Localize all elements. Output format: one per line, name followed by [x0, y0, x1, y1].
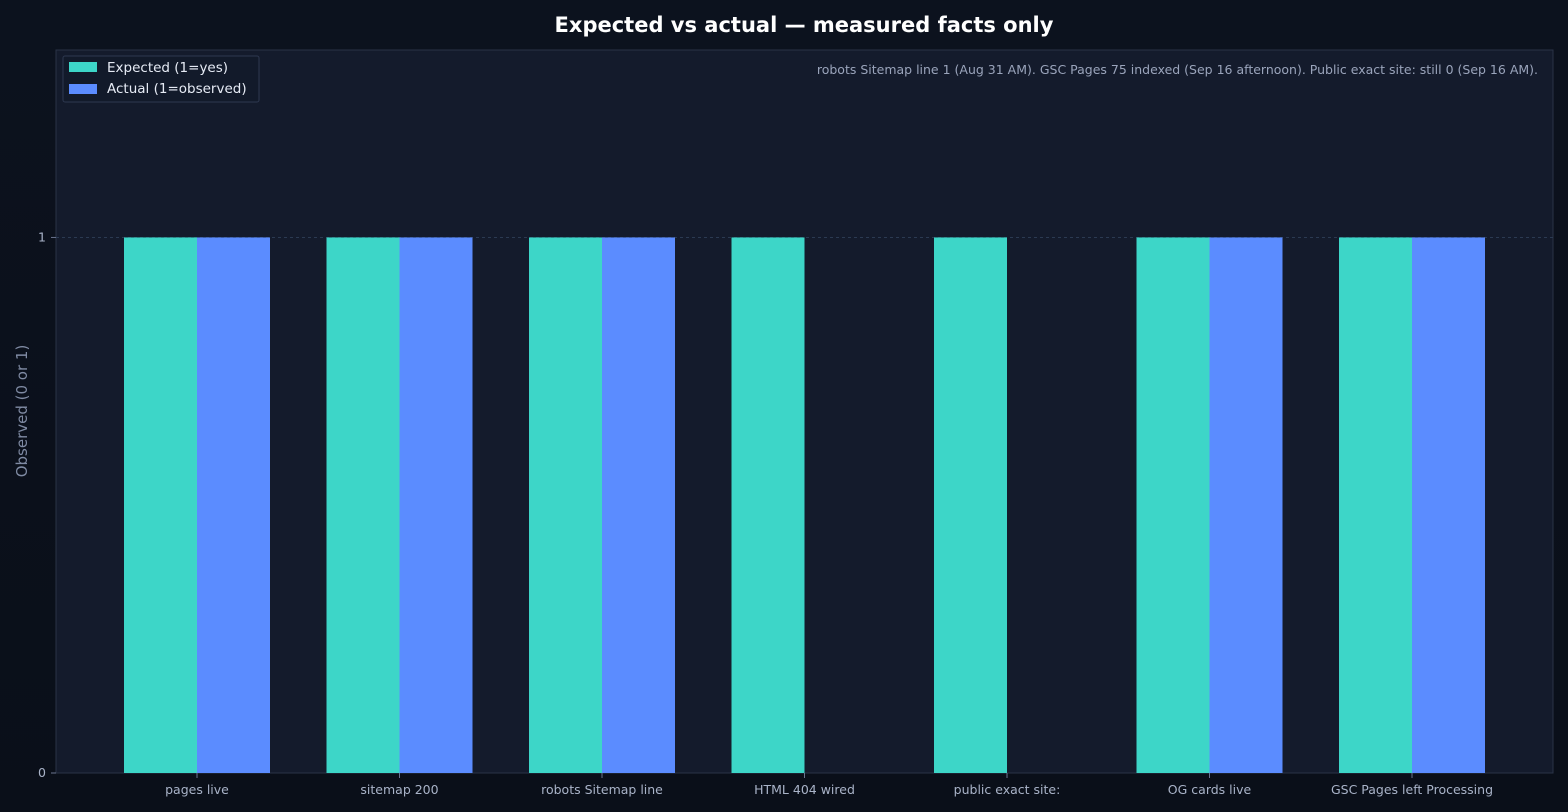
x-tick-label: GSC Pages left Processing	[1331, 782, 1493, 797]
chart-title: Expected vs actual — measured facts only	[555, 13, 1054, 37]
legend-swatch-actual	[69, 84, 97, 94]
bar-expected-5	[1136, 237, 1210, 773]
chart-annotation: robots Sitemap line 1 (Aug 31 AM). GSC P…	[817, 62, 1538, 77]
legend-box	[62, 55, 260, 103]
legend-swatch-expected	[69, 62, 97, 72]
x-tick-label: pages live	[165, 782, 229, 797]
bar-expected-3	[731, 237, 805, 773]
x-tick-label: public exact site:	[954, 782, 1061, 797]
y-axis-label: Observed (0 or 1)	[13, 345, 31, 478]
y-tick-label: 1	[38, 229, 46, 244]
bar-expected-1	[326, 237, 400, 773]
x-tick-label: HTML 404 wired	[754, 782, 855, 797]
y-tick-label: 0	[38, 765, 46, 780]
bar-expected-0	[124, 237, 197, 773]
bar-expected-6	[1339, 237, 1412, 773]
x-tick-label: OG cards live	[1168, 782, 1252, 797]
axis-layer: 0 1 pages live sitemap 200 robots Sitemap li…	[38, 229, 1493, 797]
bar-actual-2	[602, 237, 675, 773]
x-tick-label: robots Sitemap line	[541, 782, 663, 797]
bar-actual-1	[399, 237, 473, 773]
bar-actual-5	[1209, 237, 1283, 773]
legend-label-actual: Actual (1=observed)	[107, 81, 247, 97]
legend-label-expected: Expected (1=yes)	[107, 60, 228, 76]
x-tick-label: sitemap 200	[360, 782, 438, 797]
bar-actual-0	[197, 237, 270, 773]
bar-actual-6	[1412, 237, 1485, 773]
bar-expected-2	[529, 237, 602, 773]
bar-expected-4	[934, 237, 1007, 773]
legend: Expected (1=yes) Actual (1=observed)	[62, 55, 260, 103]
bars-layer	[124, 237, 1485, 773]
